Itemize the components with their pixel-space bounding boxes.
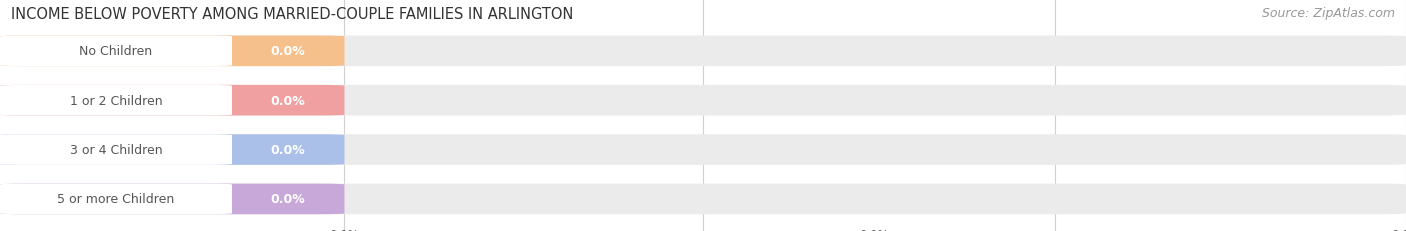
Text: 0.0%: 0.0%: [271, 193, 305, 206]
FancyBboxPatch shape: [0, 36, 232, 67]
FancyBboxPatch shape: [0, 184, 344, 214]
Text: No Children: No Children: [79, 45, 153, 58]
Text: 0.0%: 0.0%: [271, 94, 305, 107]
Text: 0.0%: 0.0%: [1391, 228, 1406, 231]
FancyBboxPatch shape: [0, 85, 232, 116]
Text: 0.0%: 0.0%: [329, 228, 360, 231]
FancyBboxPatch shape: [0, 85, 1406, 116]
Text: Source: ZipAtlas.com: Source: ZipAtlas.com: [1261, 7, 1395, 20]
Text: 0.0%: 0.0%: [271, 143, 305, 156]
Text: INCOME BELOW POVERTY AMONG MARRIED-COUPLE FAMILIES IN ARLINGTON: INCOME BELOW POVERTY AMONG MARRIED-COUPL…: [11, 7, 574, 22]
Text: 3 or 4 Children: 3 or 4 Children: [70, 143, 162, 156]
Text: 5 or more Children: 5 or more Children: [58, 193, 174, 206]
FancyBboxPatch shape: [0, 184, 232, 214]
FancyBboxPatch shape: [0, 135, 344, 165]
FancyBboxPatch shape: [0, 135, 232, 165]
Text: 1 or 2 Children: 1 or 2 Children: [70, 94, 162, 107]
Text: 0.0%: 0.0%: [271, 45, 305, 58]
FancyBboxPatch shape: [0, 85, 344, 116]
Text: 0.0%: 0.0%: [859, 228, 890, 231]
FancyBboxPatch shape: [0, 184, 1406, 214]
FancyBboxPatch shape: [0, 36, 344, 67]
FancyBboxPatch shape: [0, 135, 1406, 165]
FancyBboxPatch shape: [0, 36, 1406, 67]
